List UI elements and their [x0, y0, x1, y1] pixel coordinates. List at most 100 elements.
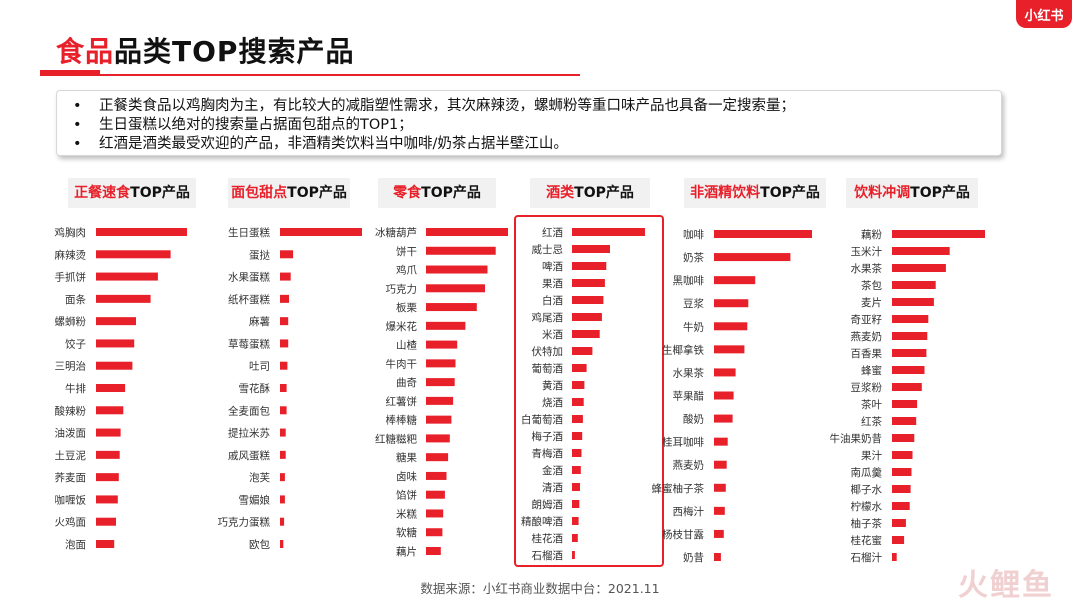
category-label: 馅饼: [396, 489, 417, 502]
category-label: 蜂蜜: [861, 364, 882, 377]
bar: [96, 317, 136, 326]
category-label: 蜂蜜柚子茶: [652, 482, 705, 495]
category-label: 草莓蛋糕: [228, 337, 270, 350]
bar: [892, 519, 906, 527]
watermark-logo: 火鲤鱼: [958, 568, 1054, 603]
bar: [280, 406, 287, 415]
bar: [280, 339, 289, 348]
category-label: 奇亚籽: [851, 313, 883, 326]
bar: [714, 506, 725, 515]
category-label: 豆浆: [683, 297, 704, 310]
bar: [280, 473, 285, 482]
category-label: 椰子水: [851, 483, 883, 496]
category-label: 米糕: [396, 507, 417, 520]
category-label: 牛肉干: [386, 357, 418, 370]
bar: [572, 245, 610, 253]
bar: [892, 417, 917, 425]
bar: [572, 313, 602, 321]
category-label: 藕片: [396, 545, 417, 558]
category-label: 麻辣烫: [55, 248, 87, 261]
bullet-icon: •: [73, 117, 82, 133]
category-label: 全麦面包: [228, 404, 270, 417]
bar: [426, 547, 441, 555]
category-label: 卤味: [396, 470, 417, 483]
bar: [280, 361, 288, 370]
bar: [426, 284, 485, 293]
title-rest: 品类TOP搜索产品: [114, 35, 355, 68]
category-label: 牛油果奶昔: [830, 432, 883, 445]
chart-title-meals: 正餐速食TOP产品: [68, 178, 196, 208]
category-label: 水果茶: [851, 262, 883, 275]
category-label: 螺蛳粉: [55, 315, 87, 328]
bar: [892, 247, 950, 255]
bar: [280, 228, 362, 236]
bar: [892, 264, 946, 272]
bar: [892, 366, 925, 374]
bar: [572, 449, 582, 457]
bar: [280, 384, 287, 392]
bar: [426, 396, 454, 405]
bar: [892, 315, 929, 323]
chart-2: 生日蛋糕蛋挞水果蛋糕纸杯蛋糕麻薯草莓蛋糕吐司雪花酥全麦面包提拉米苏戚风蛋糕泡芙雪…: [218, 226, 362, 551]
bar: [280, 540, 284, 548]
category-label: 鸡尾酒: [532, 311, 564, 324]
bar: [892, 383, 922, 391]
bar: [96, 450, 120, 459]
category-label: 杨枝甘露: [662, 528, 704, 541]
category-label: 果酒: [542, 277, 563, 290]
chart-title-snacks: 零食TOP产品: [378, 178, 496, 208]
bar: [572, 381, 585, 389]
bar: [96, 428, 121, 437]
category-label: 蛋挞: [249, 248, 270, 261]
bar: [426, 246, 496, 255]
category-label: 曲奇: [396, 376, 417, 389]
bar: [96, 250, 171, 259]
bar: [892, 451, 913, 459]
bar: [572, 347, 593, 355]
category-label: 燕麦奶: [851, 331, 883, 343]
category-label: 清酒: [542, 481, 563, 494]
category-label: 荞麦面: [55, 472, 87, 484]
summary-box: • 正餐类食品以鸡胸肉为主，有比较大的减脂塑性需求，其次麻辣烫，螺蛳粉等重口味产品…: [56, 90, 1002, 156]
chart-title-soft-drinks: 非酒精饮料TOP产品: [684, 178, 826, 208]
bar: [572, 517, 579, 525]
bar: [892, 332, 928, 340]
bar: [280, 272, 291, 281]
category-label: 百香果: [851, 348, 883, 360]
category-label: 米酒: [542, 328, 563, 341]
category-label: 柠檬水: [851, 500, 883, 513]
bar: [96, 473, 119, 482]
bar: [714, 414, 733, 423]
category-label: 桂耳咖啡: [662, 436, 704, 449]
bar: [892, 281, 936, 289]
bar: [572, 415, 583, 423]
bar: [96, 294, 151, 303]
chart-1: 鸡胸肉麻辣烫手抓饼面条螺蛳粉饺子三明治牛排酸辣粉油泼面土豆泥荞麦面咖喱饭火鸡面泡…: [55, 226, 187, 551]
category-label: 手抓饼: [55, 271, 87, 284]
category-label: 桂花蜜: [851, 534, 883, 547]
bar: [714, 553, 721, 561]
category-label: 酸奶: [683, 413, 704, 426]
bar: [280, 250, 294, 259]
category-label: 黄酒: [542, 379, 563, 392]
bar: [892, 400, 918, 408]
category-label: 茶叶: [861, 398, 882, 411]
category-label: 提拉米苏: [228, 427, 270, 440]
bar: [426, 378, 455, 387]
category-label: 酸辣粉: [55, 404, 87, 417]
category-label: 戚风蛋糕: [228, 449, 270, 462]
bar: [572, 534, 578, 542]
xiaohongshu-logo: 小红书: [1016, 0, 1072, 28]
category-label: 红糖糍粑: [375, 432, 417, 445]
category-label: 面条: [65, 293, 86, 306]
bar: [714, 230, 812, 238]
bar: [714, 483, 726, 492]
bullet-icon: •: [73, 136, 82, 152]
summary-note: • 生日蛋糕以绝对的搜索量占据面包甜点的TOP1；: [73, 116, 985, 135]
bar: [572, 398, 584, 406]
category-label: 巧克力蛋糕: [218, 516, 271, 529]
bar: [426, 228, 508, 236]
bar: [426, 434, 450, 443]
category-label: 雪媚娘: [239, 493, 271, 506]
